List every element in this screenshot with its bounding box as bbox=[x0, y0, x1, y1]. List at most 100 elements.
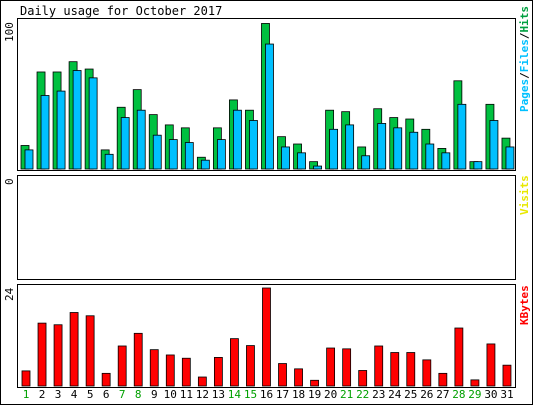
files-bar bbox=[265, 43, 274, 170]
day-label: 9 bbox=[151, 388, 158, 401]
files-bar bbox=[233, 109, 242, 170]
files-bar bbox=[56, 90, 66, 170]
kbytes-bar bbox=[21, 370, 31, 387]
files-bar bbox=[329, 128, 339, 170]
day-label: 31 bbox=[500, 388, 513, 401]
kbytes-bar bbox=[454, 327, 464, 387]
hits-y-label-part: Hits bbox=[518, 6, 531, 33]
day-label: 30 bbox=[484, 388, 497, 401]
kbytes-bar bbox=[326, 347, 336, 387]
kbytes-bar bbox=[358, 370, 368, 387]
day-label: 18 bbox=[292, 388, 305, 401]
kbytes-bar bbox=[470, 379, 480, 387]
kbytes-bar bbox=[213, 357, 223, 387]
kbytes-bar bbox=[69, 312, 79, 387]
files-bar bbox=[40, 95, 50, 170]
kbytes-bar bbox=[149, 349, 159, 387]
kbytes-bar bbox=[181, 357, 191, 387]
day-label: 1 bbox=[23, 388, 30, 401]
day-label: 13 bbox=[212, 388, 225, 401]
day-label: 4 bbox=[71, 388, 78, 401]
day-labels: 1 2 3 4 5 6 7 8 9 10 11 12 13 14 15 16 17 18 19 20 21 22 23 24 2… bbox=[23, 388, 514, 401]
kbytes-bar bbox=[294, 368, 303, 387]
files-bar bbox=[505, 146, 515, 170]
files-bar bbox=[24, 149, 34, 170]
day-label: 21 bbox=[340, 388, 353, 401]
hits-files-bars bbox=[20, 23, 515, 170]
kbytes-bar bbox=[117, 345, 127, 387]
hits-y-label-part: Pages bbox=[518, 79, 531, 112]
day-label: 8 bbox=[135, 388, 142, 401]
files-bar bbox=[216, 139, 226, 170]
files-bar bbox=[200, 159, 210, 170]
files-bar bbox=[425, 143, 435, 170]
kbytes-bar bbox=[374, 345, 384, 387]
kbytes-bars bbox=[21, 287, 512, 387]
kbytes-bar bbox=[246, 345, 255, 387]
files-bar bbox=[136, 109, 146, 170]
files-bar bbox=[393, 127, 403, 170]
kbytes-bar bbox=[278, 363, 287, 387]
kbytes-bar bbox=[438, 372, 448, 387]
kbytes-panel-y-label: KBytes bbox=[518, 285, 531, 325]
day-label: 28 bbox=[452, 388, 465, 401]
kbytes-bar bbox=[502, 364, 512, 387]
day-label: 7 bbox=[119, 388, 126, 401]
files-bar bbox=[120, 117, 130, 170]
kbytes-bar bbox=[133, 332, 143, 387]
kbytes-bar bbox=[406, 352, 416, 387]
kbytes-bar bbox=[422, 359, 432, 387]
hits-panel-frame bbox=[17, 18, 516, 171]
files-bar bbox=[361, 155, 371, 170]
files-bar bbox=[249, 120, 258, 170]
kbytes-bar bbox=[37, 322, 47, 387]
files-bar bbox=[152, 134, 162, 170]
hits-y-label-part: / bbox=[518, 32, 531, 39]
kbytes-bar bbox=[85, 315, 95, 387]
files-bar bbox=[184, 142, 194, 170]
day-label: 20 bbox=[324, 388, 337, 401]
kbytes-bar bbox=[197, 376, 207, 387]
files-bar bbox=[345, 124, 355, 170]
day-label: 10 bbox=[164, 388, 177, 401]
visits-panel-frame bbox=[17, 175, 516, 280]
hits-panel-y-label: Pages/Files/Hits bbox=[518, 6, 531, 112]
day-label: 23 bbox=[372, 388, 385, 401]
day-label: 2 bbox=[39, 388, 46, 401]
files-bar bbox=[297, 152, 306, 170]
kbytes-bar bbox=[390, 352, 400, 387]
files-bar bbox=[104, 153, 114, 170]
files-bar bbox=[457, 103, 467, 170]
day-label: 5 bbox=[87, 388, 94, 401]
kbytes-bar bbox=[486, 343, 496, 387]
hits-y-label-part: / bbox=[518, 72, 531, 79]
day-label: 12 bbox=[196, 388, 209, 401]
day-label: 25 bbox=[404, 388, 417, 401]
day-label: 19 bbox=[308, 388, 321, 401]
files-bar bbox=[168, 139, 178, 170]
files-bar bbox=[409, 131, 419, 170]
files-bar bbox=[441, 152, 451, 170]
kbytes-bar bbox=[262, 287, 271, 387]
day-label: 27 bbox=[436, 388, 449, 401]
day-label: 26 bbox=[420, 388, 433, 401]
hits-y-label-part: Files bbox=[518, 39, 531, 72]
day-label: 17 bbox=[276, 388, 289, 401]
day-label: 22 bbox=[356, 388, 369, 401]
day-label: 29 bbox=[468, 388, 481, 401]
kbytes-bar bbox=[310, 379, 319, 387]
day-label: 16 bbox=[260, 388, 273, 401]
visits-panel-y-label: Visits bbox=[518, 175, 531, 215]
day-label: 24 bbox=[388, 388, 402, 401]
kbytes-bar bbox=[165, 354, 175, 387]
kbytes-bar bbox=[101, 372, 111, 387]
day-label: 14 bbox=[228, 388, 242, 401]
files-bar bbox=[88, 77, 98, 170]
day-label: 3 bbox=[55, 388, 62, 401]
kbytes-bar bbox=[342, 348, 352, 387]
kbytes-panel-frame bbox=[17, 284, 516, 388]
files-bar bbox=[489, 120, 499, 170]
chart-title: Daily usage for October 2017 bbox=[20, 4, 222, 18]
